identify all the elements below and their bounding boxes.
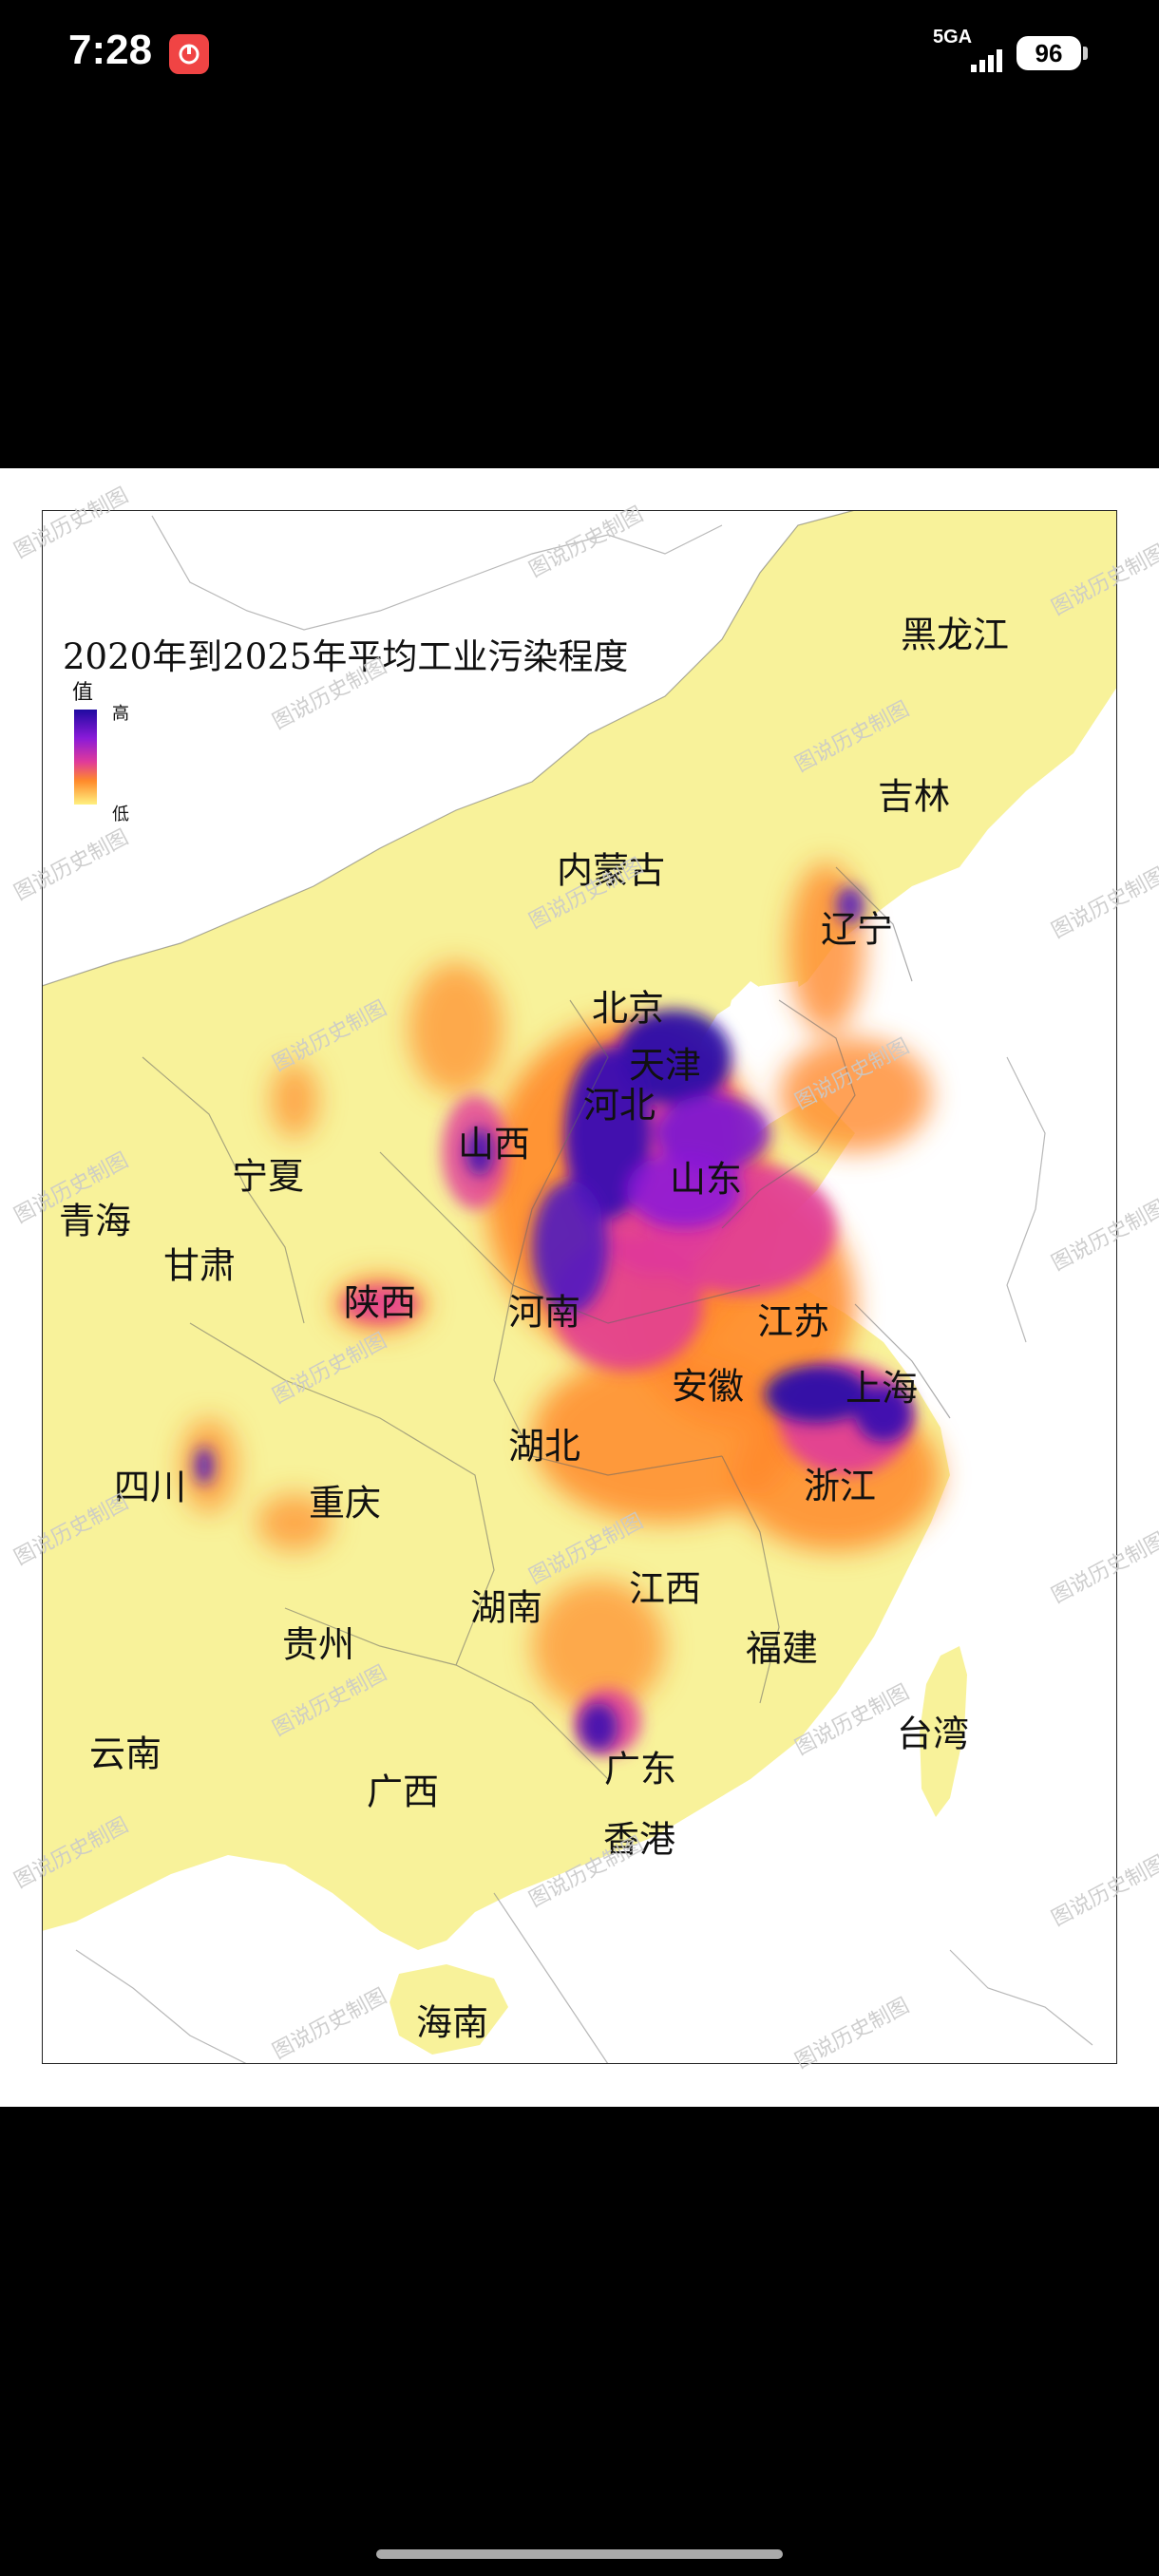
status-bar: 7:28 5GA 96 (0, 0, 1159, 104)
land-hainan (390, 1964, 508, 2055)
legend-color-bar (74, 710, 97, 805)
legend-low-label: 低 (112, 805, 129, 824)
province-label: 河北 (582, 1084, 656, 1127)
province-label: 湖北 (507, 1425, 581, 1468)
status-time: 7:28 (68, 27, 153, 73)
province-label: 香港 (602, 1818, 676, 1861)
province-label: 黑龙江 (900, 614, 1010, 656)
province-label: 广东 (603, 1748, 677, 1790)
province-label: 贵州 (281, 1623, 355, 1666)
app-notification-icon (169, 34, 209, 74)
land-taiwan (920, 1646, 967, 1817)
legend-high-label: 高 (112, 704, 129, 724)
province-label: 山西 (457, 1123, 531, 1165)
province-label: 江西 (628, 1567, 702, 1610)
map-title: 2020年到2025年平均工业污染程度 (63, 636, 629, 677)
province-label: 宁夏 (231, 1155, 305, 1198)
province-label: 甘肃 (162, 1244, 237, 1287)
province-label: 广西 (366, 1771, 440, 1813)
legend-label: 值 (72, 681, 94, 705)
province-label: 辽宁 (820, 908, 894, 951)
pollution-map (42, 510, 1117, 2064)
province-label: 陕西 (343, 1281, 417, 1324)
map-image: 2020年到2025年平均工业污染程度 值 高 低 黑龙江 吉林 内蒙古 辽宁 … (0, 468, 1159, 2107)
province-label: 安徽 (671, 1365, 745, 1408)
province-label: 山东 (669, 1158, 743, 1201)
province-label: 重庆 (308, 1482, 382, 1525)
province-label: 吉林 (877, 775, 951, 818)
province-label: 上海 (845, 1367, 919, 1410)
battery-tip (1083, 47, 1088, 60)
province-label: 江苏 (756, 1300, 830, 1343)
province-label: 四川 (113, 1466, 187, 1508)
province-label: 海南 (415, 2001, 489, 2044)
province-label: 天津 (628, 1044, 702, 1087)
province-label: 内蒙古 (556, 849, 666, 892)
battery-icon: 96 (1016, 36, 1081, 70)
province-label: 青海 (58, 1200, 132, 1242)
province-label: 浙江 (803, 1465, 877, 1507)
province-label: 云南 (88, 1733, 162, 1775)
signal-icon (971, 49, 1002, 72)
province-label: 福建 (745, 1627, 819, 1670)
network-type: 5GA (933, 27, 973, 47)
province-label: 河南 (507, 1291, 581, 1334)
home-indicator[interactable] (376, 2549, 783, 2559)
province-label: 台湾 (896, 1713, 970, 1755)
province-label: 湖南 (469, 1586, 543, 1629)
province-label: 北京 (591, 987, 665, 1030)
